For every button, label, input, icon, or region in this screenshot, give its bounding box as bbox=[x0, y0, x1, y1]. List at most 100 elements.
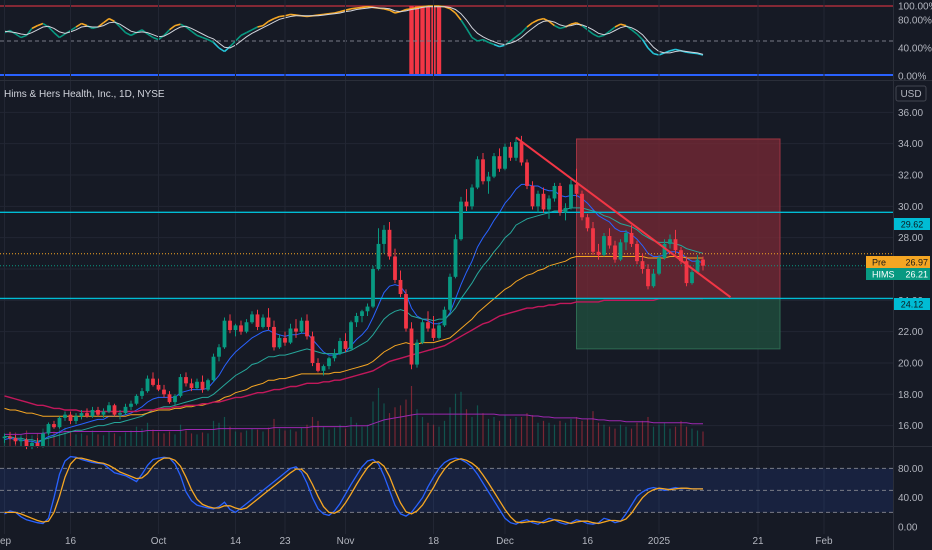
volume-bar bbox=[685, 426, 688, 446]
price-pane[interactable]: 16.0018.0020.0022.0024.0026.0028.0030.00… bbox=[0, 0, 923, 534]
x-tick-label: Nov bbox=[337, 536, 355, 547]
top-oscillator-pane[interactable]: 100.00% 80.00% 40.00% 0.00% bbox=[0, 2, 932, 83]
x-tick-label: 14 bbox=[230, 536, 242, 547]
oscillator-line-segment bbox=[334, 10, 341, 14]
oscillator-line-segment bbox=[130, 31, 137, 37]
trend-line bbox=[515, 136, 732, 298]
volume-bar bbox=[669, 428, 671, 446]
volume-bar bbox=[504, 415, 506, 446]
candle-body bbox=[563, 207, 568, 213]
currency-button[interactable]: USD bbox=[895, 85, 927, 102]
oscillator-line-segment bbox=[257, 24, 264, 28]
volume-bar bbox=[647, 416, 649, 446]
volume-bar bbox=[86, 435, 88, 446]
stochastic-pane[interactable]: 80.00 40.00 0.00 bbox=[0, 455, 923, 534]
volume-bar bbox=[108, 431, 110, 446]
candle-body bbox=[2, 436, 7, 439]
x-tick-label: Feb bbox=[815, 536, 833, 547]
oscillator-line-segment bbox=[477, 38, 484, 42]
oscillator-line-segment bbox=[31, 24, 38, 30]
volume-bar bbox=[438, 426, 440, 446]
volume-bar bbox=[179, 424, 182, 446]
candle-body bbox=[321, 366, 326, 371]
volume-bar bbox=[471, 416, 473, 446]
candle-body bbox=[184, 377, 188, 384]
oscillator-line-segment bbox=[488, 41, 495, 46]
candle-body bbox=[244, 322, 249, 332]
candle-body bbox=[701, 259, 705, 266]
oscillator-line-segment bbox=[75, 22, 82, 28]
pre-market-price-tag: Pre 26.97 bbox=[866, 256, 930, 268]
volume-bar bbox=[377, 387, 380, 446]
candle-body bbox=[239, 325, 243, 332]
oscillator-line-segment bbox=[108, 17, 115, 23]
volume-bar bbox=[97, 434, 99, 446]
candle-body bbox=[420, 322, 425, 343]
candle-body bbox=[68, 414, 73, 421]
time-axis[interactable]: ep 16 Oct 14 23 Nov 18 Dec 16 2025 21 Feb bbox=[0, 536, 833, 547]
volume-bar bbox=[53, 431, 55, 446]
volume-bar bbox=[64, 427, 66, 446]
candle-body bbox=[211, 356, 216, 381]
volume-bar bbox=[498, 420, 501, 446]
candle-body bbox=[497, 156, 502, 169]
volume-bar bbox=[482, 413, 484, 446]
volume-bar bbox=[443, 420, 446, 446]
oscillator-line-segment bbox=[559, 26, 566, 30]
candle-body bbox=[475, 159, 480, 188]
oscillator-line-segment bbox=[697, 52, 704, 56]
oscillator-line-segment bbox=[411, 6, 418, 10]
volume-bar bbox=[9, 437, 11, 446]
volume-bar bbox=[493, 416, 495, 446]
candle-body bbox=[255, 314, 260, 327]
candle-body bbox=[464, 201, 469, 207]
volume-bar bbox=[355, 422, 358, 446]
y-tick-label: 32.00 bbox=[898, 170, 923, 181]
candle-body bbox=[189, 383, 194, 389]
candle-body bbox=[492, 156, 496, 177]
candle-body bbox=[46, 424, 51, 434]
oscillator-line-segment bbox=[47, 26, 55, 34]
candle-body bbox=[580, 193, 584, 218]
volume-bar bbox=[317, 420, 319, 446]
volume-bar bbox=[207, 433, 209, 446]
candle-body bbox=[536, 193, 540, 207]
volume-bar bbox=[267, 427, 270, 446]
y-tick-label: 40.00% bbox=[898, 44, 932, 55]
candle-body bbox=[695, 259, 700, 273]
take-profit-zone bbox=[576, 297, 781, 350]
oscillator-line-segment bbox=[273, 15, 280, 20]
oscillator-line-segment bbox=[147, 33, 154, 39]
candle-body bbox=[173, 395, 177, 403]
candle-body bbox=[343, 341, 348, 349]
volume-bar bbox=[652, 426, 655, 446]
oscillator-line-segment bbox=[526, 22, 533, 28]
candle-body bbox=[79, 413, 84, 417]
volume-bar bbox=[476, 405, 479, 446]
volume-bar bbox=[344, 428, 347, 446]
volume-bar bbox=[614, 428, 616, 446]
candle-body bbox=[426, 322, 430, 329]
candle-body bbox=[200, 381, 205, 390]
volume-bar bbox=[460, 391, 462, 446]
candle-body bbox=[338, 341, 342, 354]
sma-long-line bbox=[4, 298, 703, 413]
volume-bar bbox=[570, 418, 572, 446]
volume-bar bbox=[410, 386, 413, 446]
volume-bar bbox=[564, 422, 567, 446]
oscillator-line-segment bbox=[279, 15, 286, 18]
ema-mid-line bbox=[4, 207, 704, 442]
candle-body bbox=[646, 268, 650, 287]
oscillator-line-segment bbox=[290, 13, 297, 16]
candle-body bbox=[305, 320, 309, 337]
candle-body bbox=[486, 176, 491, 182]
volume-bar bbox=[278, 428, 281, 446]
volume-bar bbox=[581, 420, 583, 446]
oscillator-line-segment bbox=[202, 36, 209, 41]
candle-body bbox=[74, 416, 78, 421]
y-tick-label: 80.00 bbox=[898, 464, 923, 475]
volume-bar bbox=[383, 403, 385, 446]
y-tick-label: 40.00 bbox=[898, 493, 923, 504]
candle-body bbox=[393, 256, 397, 280]
